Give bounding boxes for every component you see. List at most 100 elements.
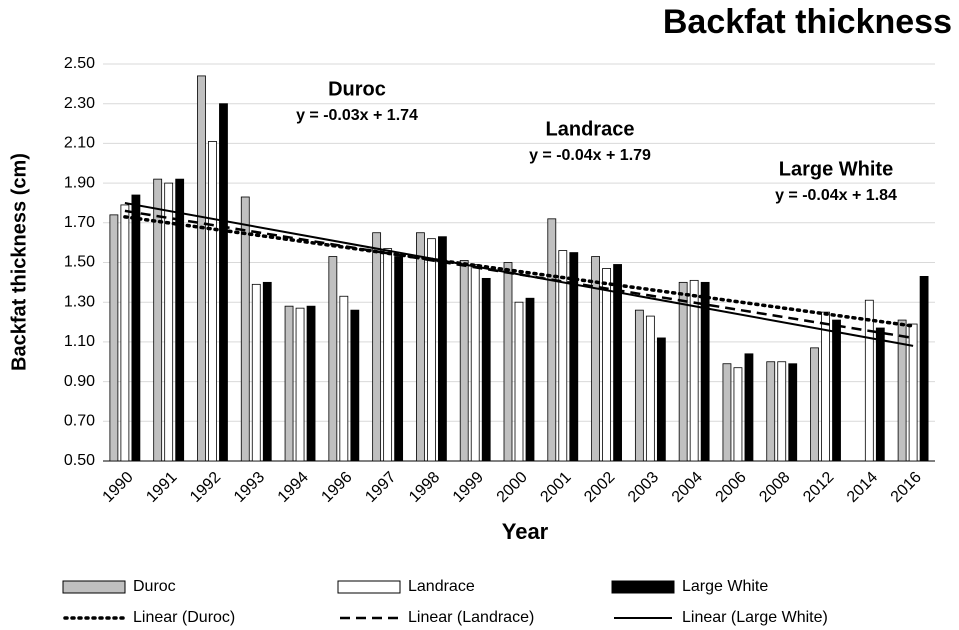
trendline-label: Large White [779, 158, 893, 180]
x-tick-label: 1997 [362, 469, 399, 506]
bar [569, 252, 579, 462]
trendline-equation: y = -0.03x + 1.74 [296, 107, 418, 124]
bar [634, 309, 644, 462]
bar [427, 238, 436, 462]
bar [394, 256, 404, 462]
bar [481, 277, 491, 462]
bar [613, 264, 622, 462]
x-tick-label: 1992 [187, 469, 224, 506]
bar [197, 75, 206, 462]
bar [240, 196, 250, 462]
bar [602, 268, 611, 462]
bar [284, 305, 294, 462]
bar [733, 367, 743, 462]
trendline [123, 215, 915, 328]
bar [700, 281, 710, 462]
y-tick-label: 1.70 [64, 214, 95, 231]
y-axis-label: Backfat thickness (cm) [8, 153, 30, 371]
bar [131, 194, 141, 462]
y-tick-label: 1.50 [64, 254, 95, 271]
bar [908, 323, 918, 462]
bar [503, 262, 513, 462]
legend-label: Duroc [133, 578, 176, 595]
bar [678, 281, 688, 462]
bar [470, 264, 480, 462]
bar [689, 279, 699, 462]
x-tick-label: 1994 [275, 469, 312, 506]
bar [339, 295, 349, 462]
bar [766, 361, 776, 462]
bar [120, 204, 130, 462]
bar [547, 218, 557, 462]
bar [558, 250, 568, 462]
bar [109, 214, 119, 462]
trendline-label: Landrace [546, 118, 635, 140]
x-tick-label: 1993 [231, 469, 268, 506]
x-tick-label: 2004 [669, 469, 706, 506]
y-tick-label: 1.90 [64, 174, 95, 191]
bar [459, 260, 469, 462]
bar [897, 319, 907, 462]
bar [350, 309, 360, 462]
bar [383, 248, 393, 462]
x-tick-label: 2014 [844, 469, 881, 506]
legend-label: Linear (Landrace) [408, 609, 534, 626]
bar [514, 301, 524, 462]
bar [919, 275, 929, 462]
x-tick-label: 1998 [406, 469, 443, 506]
trendline-equation: y = -0.04x + 1.84 [775, 187, 897, 204]
bar [810, 347, 819, 462]
bar [306, 305, 316, 462]
trendline-equation: y = -0.04x + 1.79 [529, 147, 651, 164]
legend-swatch [337, 580, 401, 594]
legend-label: Linear (Duroc) [133, 609, 235, 626]
x-tick-label: 2000 [494, 469, 531, 506]
x-tick-label: 2001 [537, 469, 574, 506]
trendline [124, 201, 914, 347]
y-tick-label: 0.90 [64, 373, 95, 390]
y-tick-label: 2.10 [64, 135, 95, 152]
y-tick-label: 2.50 [64, 55, 95, 72]
x-tick-label: 2002 [581, 469, 618, 506]
bar [164, 182, 174, 462]
x-tick-label: 2003 [625, 469, 662, 506]
bar [525, 297, 535, 462]
bar [821, 311, 830, 462]
chart-title: Backfat thickness [663, 3, 952, 41]
bar [438, 236, 447, 462]
y-tick-label: 0.70 [64, 413, 95, 430]
x-axis-label: Year [502, 519, 549, 544]
x-tick-label: 1991 [143, 469, 180, 506]
bar [416, 232, 425, 462]
x-tick-label: 2012 [800, 469, 837, 506]
bar [875, 327, 885, 462]
bar [262, 281, 272, 462]
bar [864, 299, 874, 462]
y-tick-label: 0.50 [64, 452, 95, 469]
legend-label: Large White [682, 578, 768, 595]
bar [328, 256, 338, 462]
bar [832, 319, 841, 462]
x-tick-label: 1990 [100, 469, 137, 506]
trendline-label: Duroc [328, 78, 386, 100]
bar [722, 363, 732, 462]
bar [788, 363, 798, 462]
y-tick-label: 1.10 [64, 333, 95, 350]
x-tick-label: 2006 [713, 469, 750, 506]
bar [153, 178, 163, 462]
bar [295, 307, 305, 462]
legend-swatch [62, 580, 126, 594]
bar [744, 353, 754, 462]
x-tick-label: 1996 [318, 469, 355, 506]
bar [645, 315, 655, 462]
y-tick-label: 2.30 [64, 95, 95, 112]
bar [372, 232, 382, 462]
trendline [124, 209, 914, 340]
bar [777, 361, 787, 462]
bar [219, 103, 228, 462]
bar [208, 141, 217, 462]
x-tick-label: 2016 [888, 469, 925, 506]
legend-label: Linear (Large White) [682, 609, 828, 626]
legend-swatch [611, 580, 675, 594]
